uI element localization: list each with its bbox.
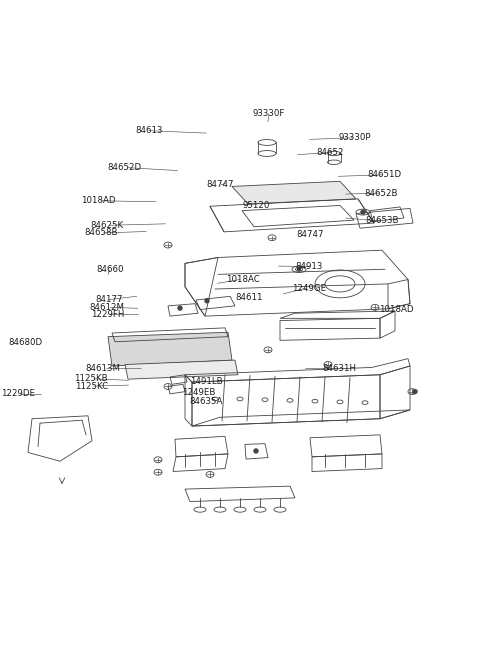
Circle shape: [413, 390, 417, 394]
Text: 84660: 84660: [96, 265, 124, 274]
Text: 84652D: 84652D: [108, 163, 142, 172]
Text: 84652B: 84652B: [365, 189, 398, 198]
Circle shape: [205, 299, 209, 303]
Text: 1018AD: 1018AD: [379, 305, 414, 314]
Text: 1229FH: 1229FH: [91, 310, 125, 318]
Circle shape: [254, 449, 258, 453]
Text: 1491LB: 1491LB: [190, 377, 222, 386]
Text: 84625K: 84625K: [91, 221, 124, 230]
Text: 84747: 84747: [206, 180, 234, 189]
Text: 84651D: 84651D: [367, 170, 401, 179]
Text: 84613: 84613: [136, 126, 163, 135]
Text: 84635A: 84635A: [190, 397, 223, 406]
Text: 84631H: 84631H: [323, 364, 357, 373]
Text: 1018AD: 1018AD: [81, 196, 115, 205]
Text: 84652: 84652: [317, 148, 344, 157]
Circle shape: [361, 210, 365, 214]
Text: 84747: 84747: [297, 231, 324, 239]
Text: 93330P: 93330P: [338, 134, 371, 142]
Text: 84177: 84177: [95, 295, 122, 304]
Circle shape: [178, 306, 182, 310]
Text: 1229DE: 1229DE: [0, 389, 35, 398]
Text: 84611: 84611: [235, 293, 263, 302]
Text: 84913: 84913: [295, 262, 323, 271]
Text: 84658B: 84658B: [84, 229, 118, 238]
Text: 95120: 95120: [242, 201, 270, 210]
Text: 1125KC: 1125KC: [75, 382, 108, 390]
Text: 93330F: 93330F: [252, 109, 285, 119]
Text: 84612M: 84612M: [90, 303, 125, 312]
Polygon shape: [108, 332, 232, 366]
Text: 1125KB: 1125KB: [74, 375, 108, 383]
Polygon shape: [125, 360, 238, 379]
Circle shape: [298, 268, 300, 271]
Polygon shape: [232, 181, 356, 204]
Text: 1249GE: 1249GE: [292, 284, 326, 293]
Text: 84613M: 84613M: [85, 364, 120, 373]
Text: 1018AC: 1018AC: [226, 275, 259, 284]
Text: 1249EB: 1249EB: [182, 388, 216, 397]
Text: 84653B: 84653B: [366, 216, 399, 225]
Text: 84680D: 84680D: [8, 339, 42, 347]
